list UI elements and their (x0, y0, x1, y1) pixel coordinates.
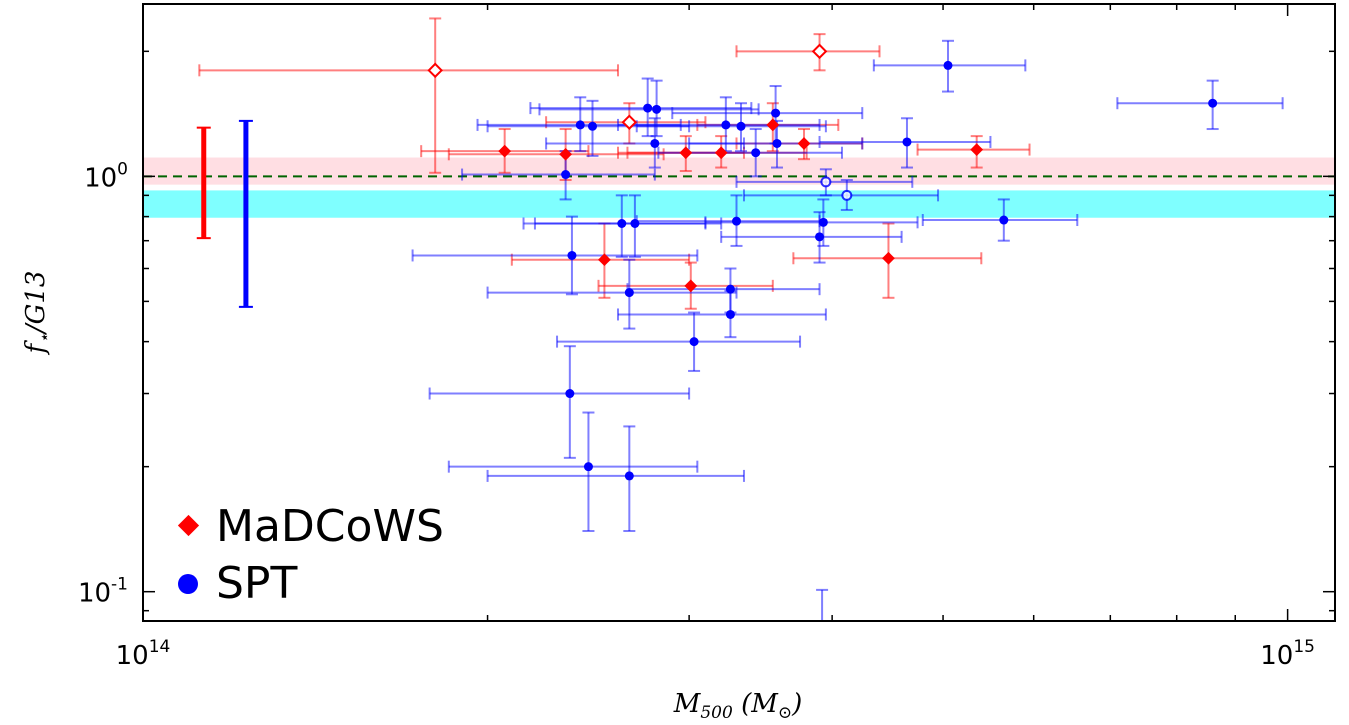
spt-point-10 (902, 137, 912, 147)
spt-point-29 (841, 189, 853, 201)
spt-point-25 (565, 389, 575, 399)
x-tick-label-0: 1014 (116, 637, 171, 671)
x-tick-label-1: 1015 (1260, 637, 1315, 671)
spt-point-3 (652, 104, 662, 114)
legend: MaDCoWS SPT (177, 501, 444, 609)
spt-errorbar-25 (428, 345, 691, 459)
madcows-point-11 (621, 114, 638, 130)
y-axis-label: f⋆/G13 (21, 271, 55, 356)
range-bar-spt (238, 119, 253, 308)
range-bars (196, 119, 253, 308)
madcows-point-12 (811, 43, 828, 60)
spt-point-17 (624, 288, 634, 298)
spt-point-8 (771, 108, 781, 118)
range-bar-madcows (196, 126, 211, 240)
spt-point-23 (725, 309, 735, 319)
spt-point-15 (617, 218, 627, 228)
spt-point-18 (732, 216, 742, 226)
band-madcows (143, 157, 1335, 185)
madcows-errorbar-12 (735, 33, 881, 72)
confidence-bands (143, 157, 1335, 218)
madcows-point-7 (598, 253, 611, 267)
spt-point-4 (650, 138, 660, 148)
spt-point-21 (999, 215, 1009, 225)
y-tick-label-0: 100 (84, 159, 128, 193)
madcows-point-10 (427, 62, 443, 79)
spt-point-26 (583, 462, 593, 472)
spt-errorbar-16 (533, 194, 723, 258)
madcows-point-0 (498, 144, 512, 158)
spt-point-19 (818, 217, 828, 227)
spt-point-6 (736, 121, 746, 131)
legend-marker-spt (178, 574, 198, 594)
spt-point-1 (587, 121, 597, 131)
y-tick-label-1: 10-1 (78, 575, 128, 609)
spt-errorbar-17 (486, 258, 738, 330)
spt-point-24 (689, 337, 699, 347)
spt-point-12 (1208, 98, 1218, 108)
legend-label-spt: SPT (216, 558, 297, 609)
spt-errorbar-26 (447, 411, 699, 532)
spt-point-11 (943, 60, 953, 70)
plot-frame (142, 3, 1336, 622)
legend-label-madcows: MaDCoWS (216, 501, 444, 552)
spt-point-20 (815, 232, 825, 242)
spt-point-13 (561, 170, 571, 180)
spt-point-30 (820, 176, 832, 188)
spt-point-0 (575, 120, 585, 130)
spt-point-27 (624, 471, 634, 481)
madcows-errorbar-10 (198, 17, 619, 174)
spt-errorbar-28 (816, 588, 829, 621)
spt-point-9 (772, 138, 782, 148)
spt-point-14 (567, 250, 577, 260)
plot-background (143, 4, 1335, 621)
spt-point-7 (751, 148, 761, 158)
madcows-point-9 (882, 251, 895, 265)
axis-ticks: 1014 1015 100 10-1 (78, 4, 1335, 671)
spt-point-16 (630, 218, 640, 228)
spt-point-2 (643, 103, 653, 113)
spt-point-5 (721, 120, 731, 130)
spt-point-22 (725, 284, 735, 294)
x-axis-label: M500 (M⊙) (673, 689, 803, 723)
legend-marker-madcows (177, 514, 200, 537)
